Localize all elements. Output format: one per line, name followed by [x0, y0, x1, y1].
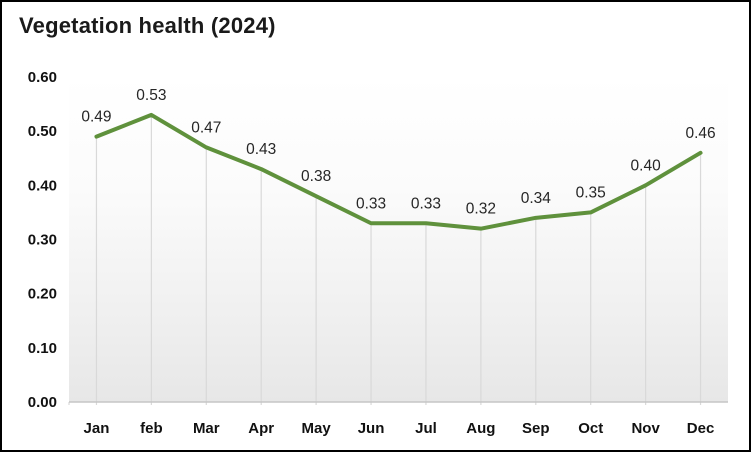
- x-tick-label-11: Dec: [687, 420, 715, 437]
- y-tick-label-6: 0.60: [28, 69, 57, 86]
- y-tick-label-3: 0.30: [28, 232, 57, 249]
- y-tick-label-1: 0.10: [28, 340, 57, 357]
- y-tick-label-5: 0.50: [28, 123, 57, 140]
- x-tick-label-5: Jun: [358, 420, 385, 437]
- data-label-3: 0.43: [246, 141, 276, 158]
- data-label-9: 0.35: [576, 184, 606, 201]
- y-tick-label-2: 0.20: [28, 286, 57, 303]
- chart-title: Vegetation health (2024): [19, 13, 276, 38]
- data-label-11: 0.46: [685, 125, 715, 142]
- x-tick-label-3: Apr: [248, 420, 274, 437]
- x-tick-label-1: feb: [140, 420, 163, 437]
- x-tick-label-2: Mar: [193, 420, 220, 437]
- x-tick-label-0: Jan: [84, 420, 110, 437]
- series-line-vegetation-health: [94, 112, 703, 231]
- x-tick-label-9: Oct: [578, 420, 603, 437]
- data-label-4: 0.38: [301, 168, 331, 185]
- data-label-8: 0.34: [521, 190, 552, 207]
- x-tick-label-8: Sep: [522, 420, 550, 437]
- data-label-5: 0.33: [356, 195, 386, 212]
- data-label-6: 0.33: [411, 195, 441, 212]
- y-tick-label-0: 0.00: [28, 394, 57, 411]
- data-label-7: 0.32: [466, 201, 496, 218]
- x-tick-label-4: May: [302, 420, 332, 437]
- x-tick-label-7: Aug: [466, 420, 495, 437]
- x-tick-label-10: Nov: [631, 420, 660, 437]
- data-label-2: 0.47: [191, 119, 221, 136]
- data-label-1: 0.53: [136, 87, 166, 104]
- y-tick-label-4: 0.40: [28, 177, 57, 194]
- data-label-10: 0.40: [631, 157, 662, 174]
- x-tick-label-6: Jul: [415, 420, 437, 437]
- data-label-0: 0.49: [81, 109, 111, 126]
